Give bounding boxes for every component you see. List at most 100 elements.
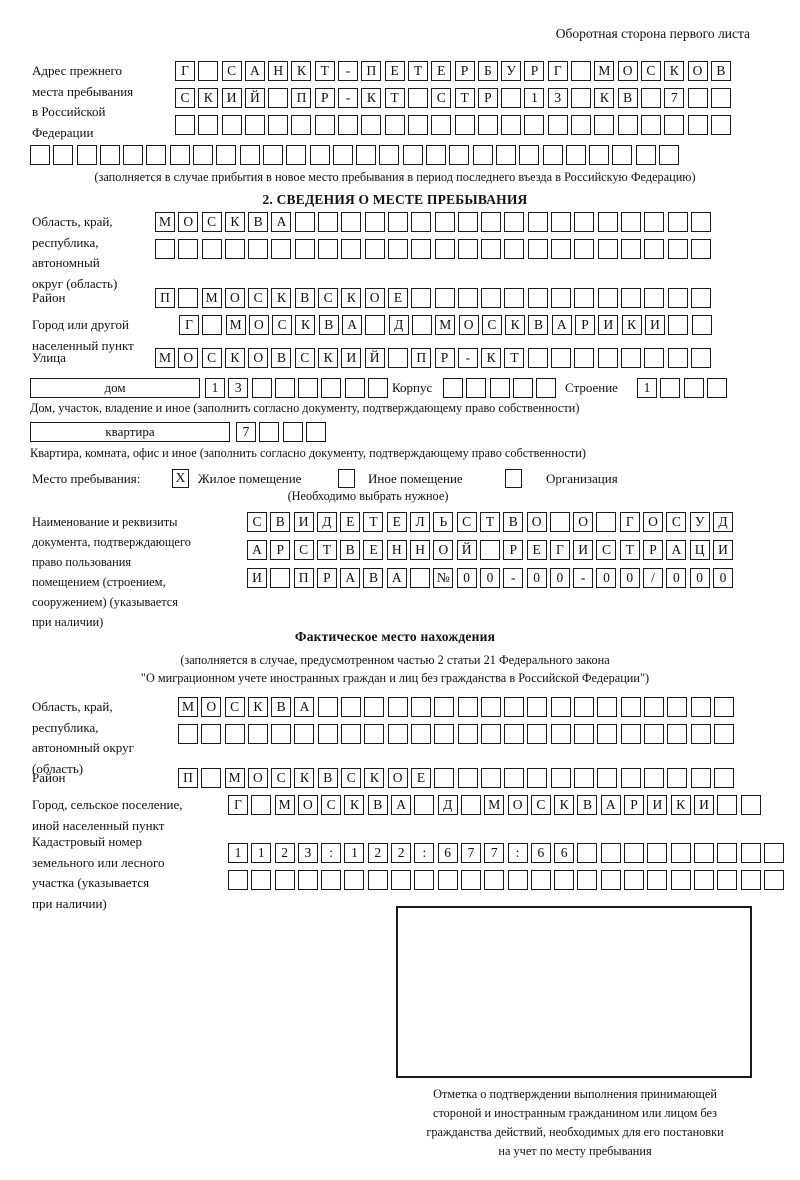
- section2-region-r1-cell-4[interactable]: К: [224, 212, 245, 232]
- prev-address-r3-cell-2[interactable]: [198, 115, 219, 135]
- prev-address-r1-cell-6[interactable]: К: [291, 61, 312, 81]
- cadastral-r2-cell-22[interactable]: [717, 870, 738, 890]
- section2-street-cell-12[interactable]: П: [411, 348, 432, 368]
- cadastral-r1-cell-22[interactable]: [717, 843, 738, 863]
- document-r3-cell-1[interactable]: И: [247, 568, 267, 588]
- flat-box-label[interactable]: квартира: [30, 422, 230, 442]
- prev-address-r4-cell-13[interactable]: [309, 145, 330, 165]
- actual-region-r1-cell-15[interactable]: [504, 697, 525, 717]
- prev-address-r2-cell-5[interactable]: [268, 88, 289, 108]
- section2-district-cell-7[interactable]: В: [294, 288, 315, 308]
- actual-region-row-2[interactable]: [178, 724, 734, 744]
- cadastral-r1-cell-9[interactable]: :: [414, 843, 435, 863]
- house-cell-3[interactable]: [251, 378, 272, 398]
- document-r2-cell-11[interactable]: [479, 540, 500, 560]
- cadastral-r2-cell-12[interactable]: [484, 870, 505, 890]
- document-r2-cell-1[interactable]: А: [247, 540, 267, 560]
- document-r1-cell-12[interactable]: В: [503, 512, 524, 532]
- actual-district-cell-3[interactable]: М: [224, 768, 245, 788]
- checkbox-organizaciya[interactable]: [505, 469, 522, 488]
- actual-region-r2-cell-23[interactable]: [690, 724, 711, 744]
- prev-address-r1-cell-23[interactable]: О: [687, 61, 708, 81]
- prev-address-r2-cell-16[interactable]: 1: [524, 88, 545, 108]
- prev-address-r2-cell-2[interactable]: К: [198, 88, 219, 108]
- document-r1-cell-8[interactable]: Л: [410, 512, 431, 532]
- section2-city-cell-16[interactable]: В: [528, 315, 549, 335]
- prev-address-r4-cell-14[interactable]: [332, 145, 353, 165]
- prev-address-r2-cell-13[interactable]: Т: [454, 88, 475, 108]
- section2-street-cell-14[interactable]: -: [457, 348, 478, 368]
- section2-region-r2-cell-12[interactable]: [411, 239, 432, 259]
- document-r3-cell-2[interactable]: [270, 568, 291, 588]
- prev-address-r2-cell-21[interactable]: [640, 88, 661, 108]
- section2-district-cell-4[interactable]: О: [224, 288, 245, 308]
- house-cell-8[interactable]: [368, 378, 389, 398]
- section2-region-r1-cell-14[interactable]: [457, 212, 478, 232]
- actual-region-r1-cell-23[interactable]: [690, 697, 711, 717]
- actual-district-cell-14[interactable]: [480, 768, 501, 788]
- document-r2-cell-12[interactable]: Р: [503, 540, 524, 560]
- document-r1-cell-19[interactable]: С: [666, 512, 687, 532]
- cadastral-r1-cell-4[interactable]: 3: [297, 843, 318, 863]
- document-r1-cell-7[interactable]: Е: [386, 512, 407, 532]
- prev-address-r1-cell-20[interactable]: О: [617, 61, 638, 81]
- document-r1-cell-5[interactable]: Е: [340, 512, 361, 532]
- document-r1-cell-18[interactable]: О: [643, 512, 664, 532]
- actual-district-cell-8[interactable]: С: [341, 768, 362, 788]
- prev-address-r4-cell-10[interactable]: [239, 145, 260, 165]
- section2-region-r1-cell-8[interactable]: [318, 212, 339, 232]
- prev-address-r3-cell-1[interactable]: [175, 115, 195, 135]
- house-cell-6[interactable]: [321, 378, 342, 398]
- document-r3-cell-15[interactable]: -: [573, 568, 594, 588]
- section2-street-cell-2[interactable]: О: [178, 348, 199, 368]
- cadastral-r1-cell-19[interactable]: [647, 843, 668, 863]
- section2-region-r1-cell-2[interactable]: О: [178, 212, 199, 232]
- document-r3-cell-9[interactable]: №: [433, 568, 454, 588]
- section2-region-r1-cell-18[interactable]: [551, 212, 572, 232]
- prev-address-r1-cell-10[interactable]: Е: [384, 61, 405, 81]
- document-r3-cell-7[interactable]: А: [386, 568, 407, 588]
- cadastral-r1-cell-12[interactable]: 7: [484, 843, 505, 863]
- section2-region-r2-cell-13[interactable]: [434, 239, 455, 259]
- actual-city-cell-13[interactable]: О: [507, 795, 528, 815]
- section2-region-r2-cell-23[interactable]: [667, 239, 688, 259]
- prev-address-r1-cell-21[interactable]: С: [640, 61, 661, 81]
- actual-region-r1-cell-4[interactable]: К: [247, 697, 268, 717]
- document-r3-cell-6[interactable]: В: [363, 568, 384, 588]
- actual-region-r2-cell-22[interactable]: [667, 724, 688, 744]
- prev-address-r4-cell-21[interactable]: [495, 145, 516, 165]
- actual-region-r1-cell-9[interactable]: [364, 697, 385, 717]
- section2-region-r1-cell-3[interactable]: С: [201, 212, 222, 232]
- document-r3-cell-17[interactable]: 0: [619, 568, 640, 588]
- prev-address-r4-cell-6[interactable]: [146, 145, 167, 165]
- prev-address-r3-cell-10[interactable]: [384, 115, 405, 135]
- actual-city-cell-18[interactable]: Р: [624, 795, 645, 815]
- prev-address-r2-cell-15[interactable]: [501, 88, 522, 108]
- cadastral-r1-cell-7[interactable]: 2: [367, 843, 388, 863]
- stroenie-cell-1[interactable]: 1: [637, 378, 657, 398]
- prev-address-r2-cell-3[interactable]: И: [221, 88, 242, 108]
- actual-region-r1-cell-19[interactable]: [597, 697, 618, 717]
- actual-region-r1-cell-13[interactable]: [457, 697, 478, 717]
- section2-district-cell-5[interactable]: С: [248, 288, 269, 308]
- section2-region-r1-cell-11[interactable]: [387, 212, 408, 232]
- section2-city-cell-3[interactable]: М: [225, 315, 246, 335]
- actual-city-cell-20[interactable]: К: [670, 795, 691, 815]
- stroenie-cells[interactable]: 1: [637, 378, 727, 398]
- prev-address-r4-cell-11[interactable]: [262, 145, 283, 165]
- section2-region-r2-cell-4[interactable]: [224, 239, 245, 259]
- document-r1-cell-6[interactable]: Т: [363, 512, 384, 532]
- prev-address-r2-cell-19[interactable]: К: [594, 88, 615, 108]
- prev-address-r2-cell-17[interactable]: 3: [547, 88, 568, 108]
- section2-region-r1-cell-21[interactable]: [620, 212, 641, 232]
- prev-address-r3-cell-11[interactable]: [407, 115, 428, 135]
- prev-address-r1-cell-22[interactable]: К: [664, 61, 685, 81]
- section2-city-cell-11[interactable]: [411, 315, 432, 335]
- prev-address-r2-cell-22[interactable]: 7: [664, 88, 685, 108]
- section2-city-cell-20[interactable]: К: [621, 315, 642, 335]
- prev-address-r4-cell-8[interactable]: [193, 145, 214, 165]
- document-r1-cell-21[interactable]: Д: [712, 512, 733, 532]
- actual-region-r2-cell-6[interactable]: [294, 724, 315, 744]
- section2-region-r2-cell-6[interactable]: [271, 239, 292, 259]
